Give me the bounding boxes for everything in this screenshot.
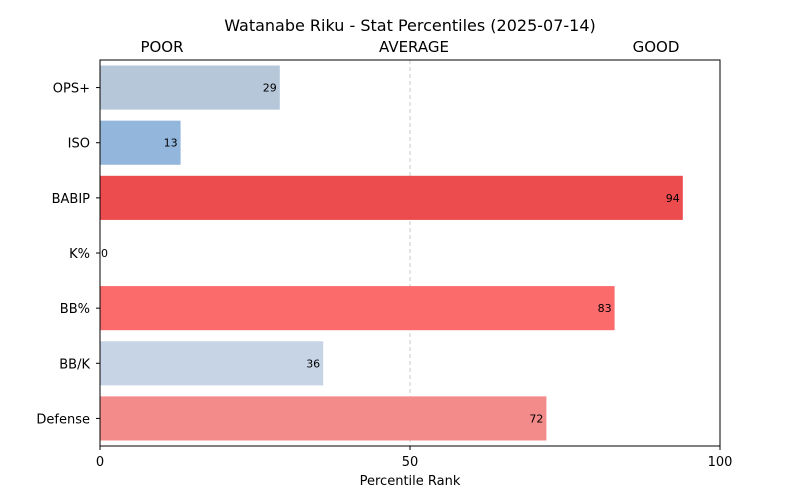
zone-label-good: GOOD — [633, 38, 680, 56]
y-tick-label-defense: Defense — [36, 412, 90, 427]
x-tick-label-100: 100 — [708, 455, 733, 470]
y-tick-label-babip: BABIP — [52, 192, 91, 207]
bar-babip — [100, 175, 683, 220]
y-tick-label-bb: BB% — [60, 302, 90, 317]
bar-iso — [100, 120, 181, 165]
data-label-ops: 29 — [263, 82, 277, 95]
bar-ops — [100, 65, 280, 110]
zone-label-poor: POOR — [140, 38, 183, 56]
y-tick-label-bb-k: BB/K — [59, 357, 90, 372]
data-label-bb: 83 — [598, 302, 612, 315]
plot-area: 29 OPS+ 13 ISO 94 BABIP 0 K% 83 BB% 36 BB/K 72 Defens… — [36, 59, 733, 470]
x-tick-label-50: 50 — [402, 455, 419, 470]
bar-bb — [100, 286, 615, 331]
x-axis-label: Percentile Rank — [360, 474, 461, 489]
x-tick-label-0: 0 — [96, 455, 104, 470]
zone-label-average: AVERAGE — [379, 38, 449, 56]
y-tick-label-iso: ISO — [68, 137, 90, 152]
bar-bb-k — [100, 341, 324, 386]
data-label-babip: 94 — [666, 192, 680, 205]
data-label-iso: 13 — [164, 137, 178, 150]
data-label-defense: 72 — [529, 412, 543, 425]
data-label-k: 0 — [101, 247, 108, 260]
data-label-bb-k: 36 — [306, 357, 320, 370]
y-tick-label-ops: OPS+ — [53, 82, 90, 97]
chart-title: Watanabe Riku - Stat Percentiles (2025-0… — [224, 16, 596, 35]
y-tick-label-k: K% — [69, 247, 90, 262]
bar-defense — [100, 396, 547, 441]
